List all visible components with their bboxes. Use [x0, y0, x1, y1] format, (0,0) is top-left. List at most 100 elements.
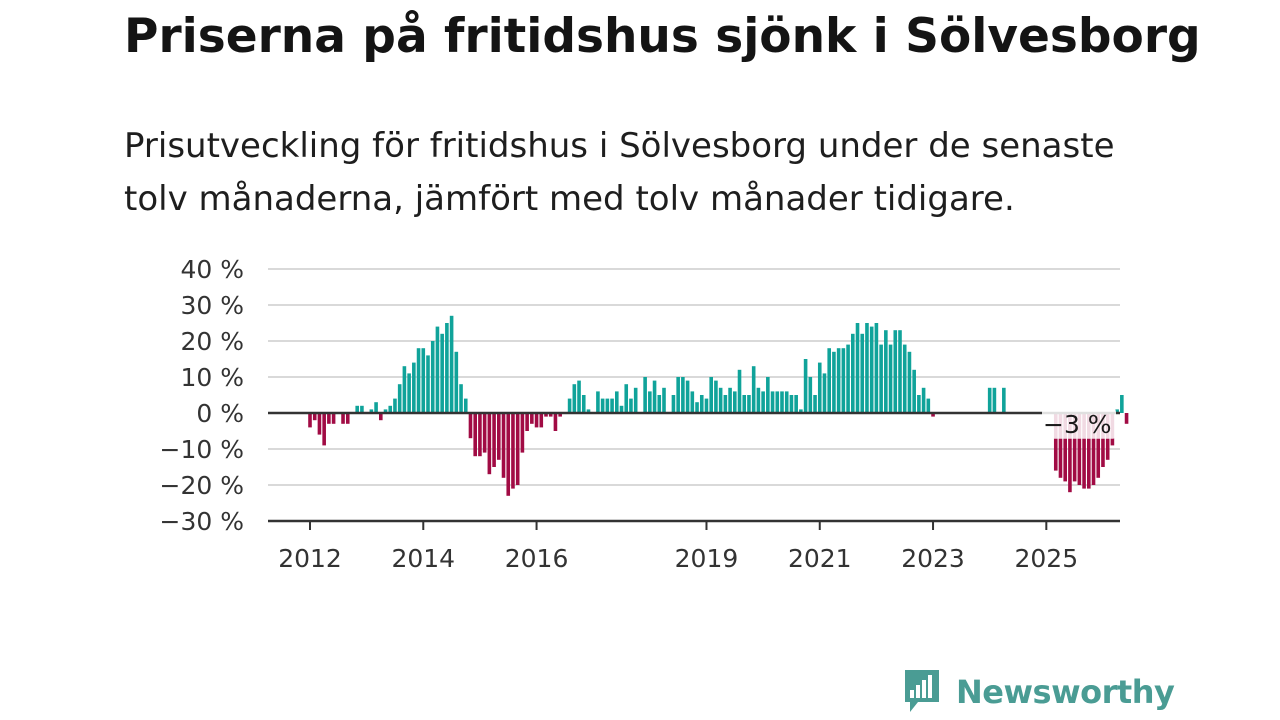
bar	[312, 413, 317, 421]
bar	[506, 413, 511, 496]
bar	[449, 315, 454, 413]
bar	[799, 409, 803, 413]
bar	[855, 323, 860, 413]
y-axis-ticks: 40 % 30 % 20 % 10 % 0 % −10 % −20 % −30 %	[160, 255, 244, 536]
bar	[742, 395, 747, 413]
bar	[808, 377, 813, 413]
bar	[596, 391, 600, 413]
y-tick-label: −10 %	[160, 435, 244, 464]
bar	[704, 398, 709, 413]
bar	[931, 413, 935, 417]
bar	[624, 384, 629, 413]
bar	[813, 395, 817, 413]
bar	[416, 348, 421, 413]
bar	[520, 413, 525, 453]
x-tick-label: 2019	[675, 544, 739, 573]
bar	[803, 359, 808, 413]
bar	[558, 413, 562, 417]
bar	[671, 395, 676, 413]
bar	[1002, 387, 1006, 413]
bar	[917, 395, 921, 413]
chart-subtitle: Prisutveckling för fritidshus i Sölvesbo…	[124, 126, 1115, 219]
bar	[893, 330, 898, 413]
bar	[751, 366, 756, 413]
x-tick-label: 2021	[788, 544, 852, 573]
bar	[832, 351, 836, 413]
bar	[548, 413, 553, 417]
y-tick-label: 40 %	[180, 255, 244, 284]
bar	[633, 387, 638, 413]
bar	[737, 369, 742, 413]
gridlines	[268, 268, 1120, 486]
bar	[468, 413, 473, 439]
bar	[412, 362, 416, 413]
y-tick-label: 10 %	[180, 363, 244, 392]
y-tick-label: 30 %	[180, 291, 244, 320]
bar	[907, 351, 912, 413]
bar	[761, 391, 765, 413]
bar	[1087, 413, 1091, 489]
bar	[733, 391, 737, 413]
bar	[1077, 413, 1082, 485]
chart-title: Priserna på fritidshus sjönk i Sölvesbor…	[124, 9, 1201, 64]
bar	[723, 395, 728, 413]
bar	[463, 398, 468, 413]
bar	[487, 413, 492, 475]
bar	[1091, 413, 1096, 485]
bar	[308, 413, 312, 428]
bar	[430, 341, 435, 413]
bar	[515, 413, 520, 485]
bar	[662, 387, 666, 413]
bar	[619, 405, 624, 413]
bar	[874, 323, 879, 413]
bar	[1063, 413, 1067, 482]
bar	[992, 387, 997, 413]
bar	[544, 413, 548, 417]
bar	[1120, 395, 1124, 413]
x-axis-ticks: 2012 2014 2016 2019 2021 2023 2025	[278, 521, 1078, 573]
bar	[784, 391, 789, 413]
bar	[728, 387, 732, 413]
bar	[987, 387, 992, 413]
bar	[690, 391, 695, 413]
bar	[600, 398, 605, 413]
bar	[836, 348, 841, 413]
bar	[317, 413, 322, 435]
bar	[747, 395, 751, 413]
x-tick-label: 2016	[505, 544, 569, 573]
annotation: −3 %	[1042, 408, 1116, 439]
bar	[884, 330, 888, 413]
bar	[478, 413, 482, 457]
bar	[912, 369, 916, 413]
bar	[879, 344, 883, 413]
bar	[718, 387, 723, 413]
bar	[572, 384, 577, 413]
bar	[501, 413, 506, 478]
y-tick-label: −20 %	[160, 471, 244, 500]
bar	[525, 413, 529, 431]
bar	[383, 409, 388, 413]
bar	[1096, 413, 1101, 478]
bar	[921, 387, 926, 413]
bar	[888, 344, 893, 413]
bar	[355, 405, 359, 413]
bar	[794, 395, 798, 413]
bar	[534, 413, 539, 428]
bar	[553, 413, 558, 431]
bar	[1053, 413, 1058, 471]
bar	[775, 391, 780, 413]
bar	[567, 398, 572, 413]
bar	[648, 391, 652, 413]
bar	[827, 348, 831, 413]
bar	[1068, 413, 1072, 493]
bars	[308, 315, 1129, 496]
bar	[841, 348, 846, 413]
bar	[865, 323, 869, 413]
bar	[586, 409, 591, 413]
bar	[822, 373, 827, 413]
y-tick-label: 0 %	[196, 399, 244, 428]
bar	[851, 333, 855, 413]
bar	[473, 413, 477, 457]
bar	[1101, 413, 1105, 467]
bar	[766, 377, 770, 413]
